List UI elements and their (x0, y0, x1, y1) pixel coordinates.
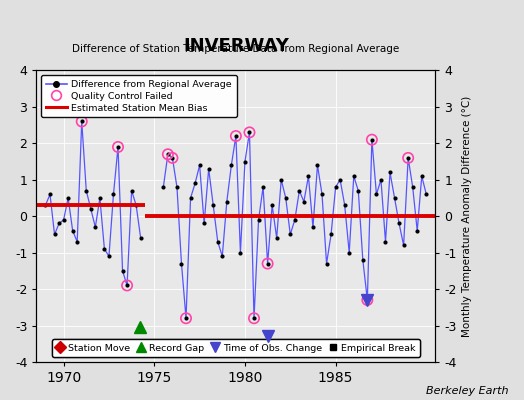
Title: INVERWAY: INVERWAY (183, 37, 289, 55)
Text: Difference of Station Temperature Data from Regional Average: Difference of Station Temperature Data f… (72, 44, 399, 54)
Point (404, 155, 412, 161)
Point (182, 315, 190, 322)
Point (264, 260, 272, 267)
Point (245, 129, 254, 136)
Point (168, 155, 177, 161)
Y-axis label: Monthly Temperature Anomaly Difference (°C): Monthly Temperature Anomaly Difference (… (462, 96, 472, 337)
Point (232, 133, 240, 139)
Text: Berkeley Earth: Berkeley Earth (426, 386, 508, 396)
Point (114, 144, 122, 150)
Point (250, 315, 258, 322)
Point (363, 297, 372, 303)
Point (78, 118, 86, 125)
Legend: Station Move, Record Gap, Time of Obs. Change, Empirical Break: Station Move, Record Gap, Time of Obs. C… (52, 339, 420, 357)
Point (368, 136, 376, 143)
Point (163, 151, 172, 158)
Point (123, 282, 132, 289)
